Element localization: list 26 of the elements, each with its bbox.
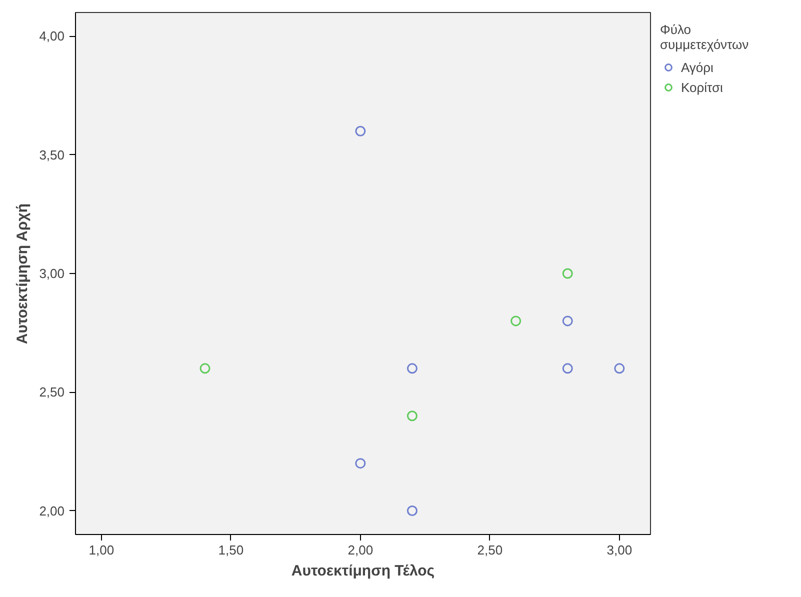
- y-tick-label: 3,50: [39, 147, 65, 162]
- y-tick-label: 2,00: [39, 503, 65, 518]
- legend-title: Φύλο συμμετεχόντων: [660, 22, 749, 52]
- y-tick-label: 3,00: [39, 266, 65, 281]
- y-axis-title: Αυτοεκτίμηση Αρχή: [14, 203, 32, 344]
- point: [406, 506, 418, 516]
- point: [614, 363, 625, 374]
- legend-label: Αγόρι: [681, 60, 714, 74]
- x-tick-label: 1,50: [218, 542, 244, 558]
- point: [562, 268, 573, 279]
- y-tick-label: 2,50: [39, 384, 65, 400]
- point: [406, 410, 418, 422]
- point: [406, 363, 418, 374]
- point: [355, 126, 366, 136]
- y-tick-label: 4,00: [39, 28, 65, 44]
- point: [200, 363, 210, 374]
- x-axis-title: Αυτοεκτίμηση Τέλος: [291, 562, 435, 580]
- point: [355, 458, 366, 469]
- x-tick-label: 2,00: [348, 542, 374, 558]
- point: [562, 316, 573, 326]
- x-tick-label: 2,50: [477, 542, 503, 558]
- x-tick-label: 1,00: [88, 542, 114, 558]
- x-tick-label: 3,00: [606, 542, 632, 558]
- point: [510, 316, 522, 326]
- point: [562, 363, 573, 374]
- legend-label: Κορίτσι: [681, 80, 723, 94]
